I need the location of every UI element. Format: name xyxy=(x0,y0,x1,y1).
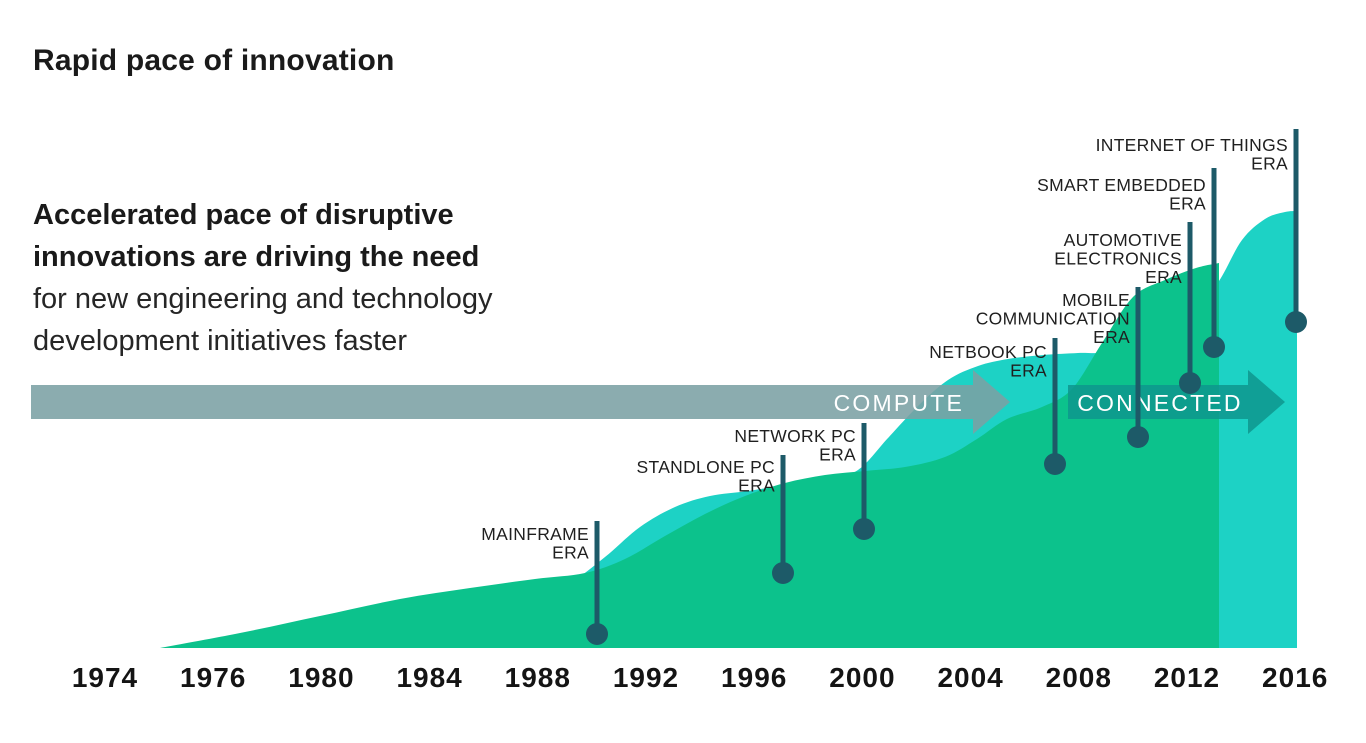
connected-arrowhead-icon xyxy=(1248,370,1285,434)
axis-label-1976: 1976 xyxy=(180,662,246,693)
era-pin-dot-icon xyxy=(772,562,794,584)
intro-bold-line-2: innovations are driving the need xyxy=(33,241,480,273)
era-pin-network-pc xyxy=(853,423,875,540)
intro-regular-line-2: development initiatives faster xyxy=(33,325,407,357)
era-pin-mainframe xyxy=(586,521,608,645)
era-pin-internet-of-things xyxy=(1285,129,1307,333)
era-label-smart-embedded: SMART EMBEDDED ERA xyxy=(1037,175,1206,214)
compute-arrow-band xyxy=(31,385,973,419)
era-label-netbook-pc: NETBOOK PC ERA xyxy=(929,342,1047,381)
era-label-standalone-pc: STANDLONE PC ERA xyxy=(637,457,775,496)
era-pin-dot-icon xyxy=(1203,336,1225,358)
compute-arrow-label: COMPUTE xyxy=(834,390,964,416)
axis-label-2004: 2004 xyxy=(937,662,1003,693)
compute-wave-area-series xyxy=(160,263,1219,648)
axis-label-2012: 2012 xyxy=(1154,662,1220,693)
connected-arrow-label: CONNECTED xyxy=(1077,390,1242,416)
era-pin-dot-icon xyxy=(1127,426,1149,448)
era-pin-mobile-communication xyxy=(1127,287,1149,448)
era-label-internet-of-things: INTERNET OF THINGS ERA xyxy=(1096,135,1288,174)
era-pin-standalone-pc xyxy=(772,455,794,584)
axis-label-1992: 1992 xyxy=(613,662,679,693)
era-pin-smart-embedded xyxy=(1203,168,1225,358)
era-pin-automotive-electronics xyxy=(1179,222,1201,394)
era-label-mainframe: MAINFRAME ERA xyxy=(481,524,589,563)
axis-label-1974: 1974 xyxy=(72,662,138,693)
intro-regular-line-1: for new engineering and technology xyxy=(33,283,493,315)
axis-label-2016: 2016 xyxy=(1262,662,1328,693)
compute-arrowhead-icon xyxy=(973,370,1010,434)
era-label-mobile-communication: MOBILE COMMUNICATION ERA xyxy=(976,290,1130,347)
era-pin-dot-icon xyxy=(1285,311,1307,333)
compute-era-arrow: COMPUTE xyxy=(31,370,1010,434)
era-pins-group xyxy=(586,129,1307,645)
era-pin-dot-icon xyxy=(1044,453,1066,475)
era-pin-dot-icon xyxy=(853,518,875,540)
page-title: Rapid pace of innovation xyxy=(33,44,395,77)
era-pin-dot-icon xyxy=(586,623,608,645)
axis-label-1984: 1984 xyxy=(396,662,462,693)
axis-label-1996: 1996 xyxy=(721,662,787,693)
era-label-automotive-electronics: AUTOMOTIVE ELECTRONICS ERA xyxy=(1054,230,1182,287)
axis-label-1980: 1980 xyxy=(288,662,354,693)
connected-arrow-band xyxy=(1068,385,1248,419)
intro-bold-line-1: Accelerated pace of disruptive xyxy=(33,199,454,231)
axis-label-2000: 2000 xyxy=(829,662,895,693)
era-pin-netbook-pc xyxy=(1044,338,1066,475)
axis-label-1988: 1988 xyxy=(505,662,571,693)
axis-label-2008: 2008 xyxy=(1046,662,1112,693)
intro-text: Accelerated pace of disruptive innovatio… xyxy=(33,194,673,362)
era-pin-dot-icon xyxy=(1179,372,1201,394)
x-axis-year-labels: 1974 1976 1980 1984 1988 1992 1996 2000 2004 2008… xyxy=(72,662,1328,693)
era-label-network-pc: NETWORK PC ERA xyxy=(734,426,856,465)
connected-era-arrow: CONNECTED xyxy=(1068,370,1285,434)
